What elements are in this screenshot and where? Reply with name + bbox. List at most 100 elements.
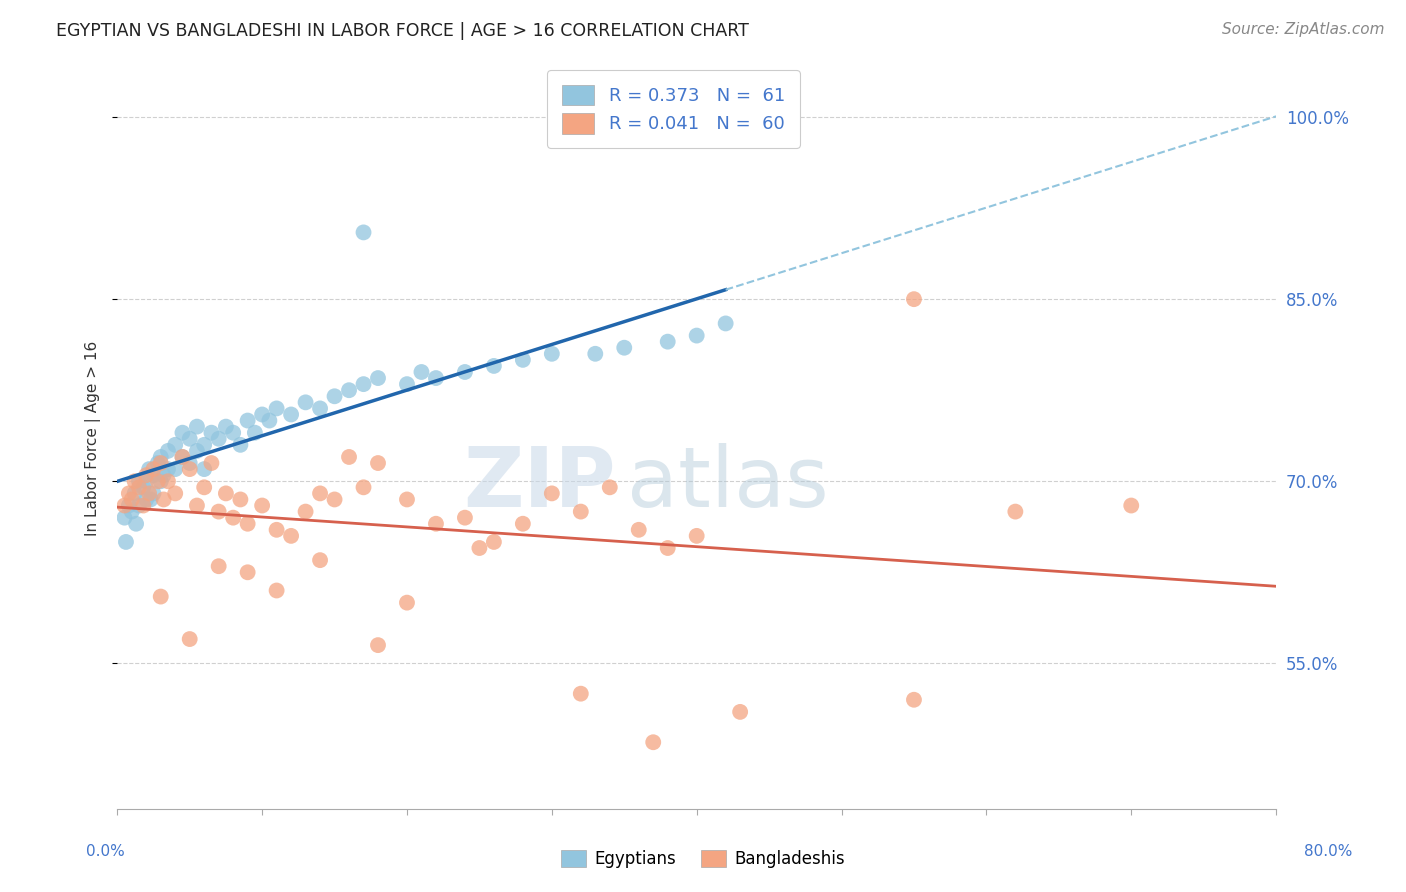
Point <box>121 492 143 507</box>
Point <box>411 365 433 379</box>
Point <box>186 443 208 458</box>
Point <box>149 450 172 464</box>
Point <box>266 583 288 598</box>
Point <box>337 383 360 397</box>
Point <box>728 705 751 719</box>
Legend: Egyptians, Bangladeshis: Egyptians, Bangladeshis <box>554 843 852 875</box>
Point <box>172 450 194 464</box>
Point <box>613 341 636 355</box>
Point <box>135 468 157 483</box>
Point <box>156 475 179 489</box>
Point <box>229 492 252 507</box>
Point <box>250 499 273 513</box>
Point <box>482 535 505 549</box>
Point <box>179 456 201 470</box>
Point <box>138 462 160 476</box>
Point <box>208 505 231 519</box>
Point <box>142 468 165 483</box>
Point <box>208 559 231 574</box>
Point <box>309 401 332 416</box>
Point <box>425 371 447 385</box>
Point <box>149 475 172 489</box>
Point <box>135 475 157 489</box>
Point <box>294 395 316 409</box>
Point <box>222 510 245 524</box>
Point <box>142 462 165 476</box>
Point <box>395 596 418 610</box>
Point <box>139 492 162 507</box>
Point <box>280 408 302 422</box>
Point <box>124 475 146 489</box>
Point <box>903 292 925 306</box>
Point <box>172 450 194 464</box>
Point <box>583 347 606 361</box>
Text: EGYPTIAN VS BANGLADESHI IN LABOR FORCE | AGE > 16 CORRELATION CHART: EGYPTIAN VS BANGLADESHI IN LABOR FORCE |… <box>56 22 749 40</box>
Point <box>165 438 187 452</box>
Text: 80.0%: 80.0% <box>1305 845 1353 859</box>
Point <box>152 468 174 483</box>
Point <box>128 480 150 494</box>
Point <box>165 486 187 500</box>
Point <box>172 425 194 440</box>
Point <box>540 347 562 361</box>
Point <box>512 352 534 367</box>
Point <box>468 541 491 555</box>
Point <box>323 492 346 507</box>
Text: atlas: atlas <box>627 442 830 524</box>
Point <box>146 456 169 470</box>
Point <box>236 566 259 580</box>
Point <box>243 425 266 440</box>
Text: 0.0%: 0.0% <box>86 845 125 859</box>
Point <box>135 492 157 507</box>
Point <box>208 432 231 446</box>
Point <box>236 413 259 427</box>
Point <box>353 226 375 240</box>
Point <box>142 486 165 500</box>
Point <box>186 499 208 513</box>
Point <box>146 475 169 489</box>
Point <box>179 432 201 446</box>
Point <box>215 486 238 500</box>
Point <box>250 408 273 422</box>
Point <box>903 692 925 706</box>
Point <box>156 462 179 476</box>
Point <box>353 480 375 494</box>
Point <box>309 553 332 567</box>
Point <box>149 590 172 604</box>
Point <box>657 334 679 349</box>
Point <box>454 365 477 379</box>
Point <box>367 371 389 385</box>
Point <box>115 535 138 549</box>
Point <box>193 480 215 494</box>
Point <box>118 486 141 500</box>
Point <box>259 413 281 427</box>
Point <box>309 486 332 500</box>
Y-axis label: In Labor Force | Age > 16: In Labor Force | Age > 16 <box>86 341 101 536</box>
Point <box>686 328 709 343</box>
Point <box>179 462 201 476</box>
Point <box>222 425 245 440</box>
Point <box>367 456 389 470</box>
Point <box>114 510 136 524</box>
Point <box>714 317 737 331</box>
Point <box>569 687 592 701</box>
Point <box>128 475 150 489</box>
Point <box>149 456 172 470</box>
Point <box>132 480 155 494</box>
Point <box>280 529 302 543</box>
Point <box>132 499 155 513</box>
Point <box>353 377 375 392</box>
Legend: R = 0.373   N =  61, R = 0.041   N =  60: R = 0.373 N = 61, R = 0.041 N = 60 <box>547 70 800 148</box>
Point <box>569 505 592 519</box>
Point <box>215 419 238 434</box>
Point <box>165 462 187 476</box>
Point <box>323 389 346 403</box>
Point <box>114 499 136 513</box>
Point <box>482 359 505 373</box>
Point <box>1121 499 1143 513</box>
Point <box>121 505 143 519</box>
Point <box>186 419 208 434</box>
Text: Source: ZipAtlas.com: Source: ZipAtlas.com <box>1222 22 1385 37</box>
Point <box>200 456 222 470</box>
Point <box>599 480 621 494</box>
